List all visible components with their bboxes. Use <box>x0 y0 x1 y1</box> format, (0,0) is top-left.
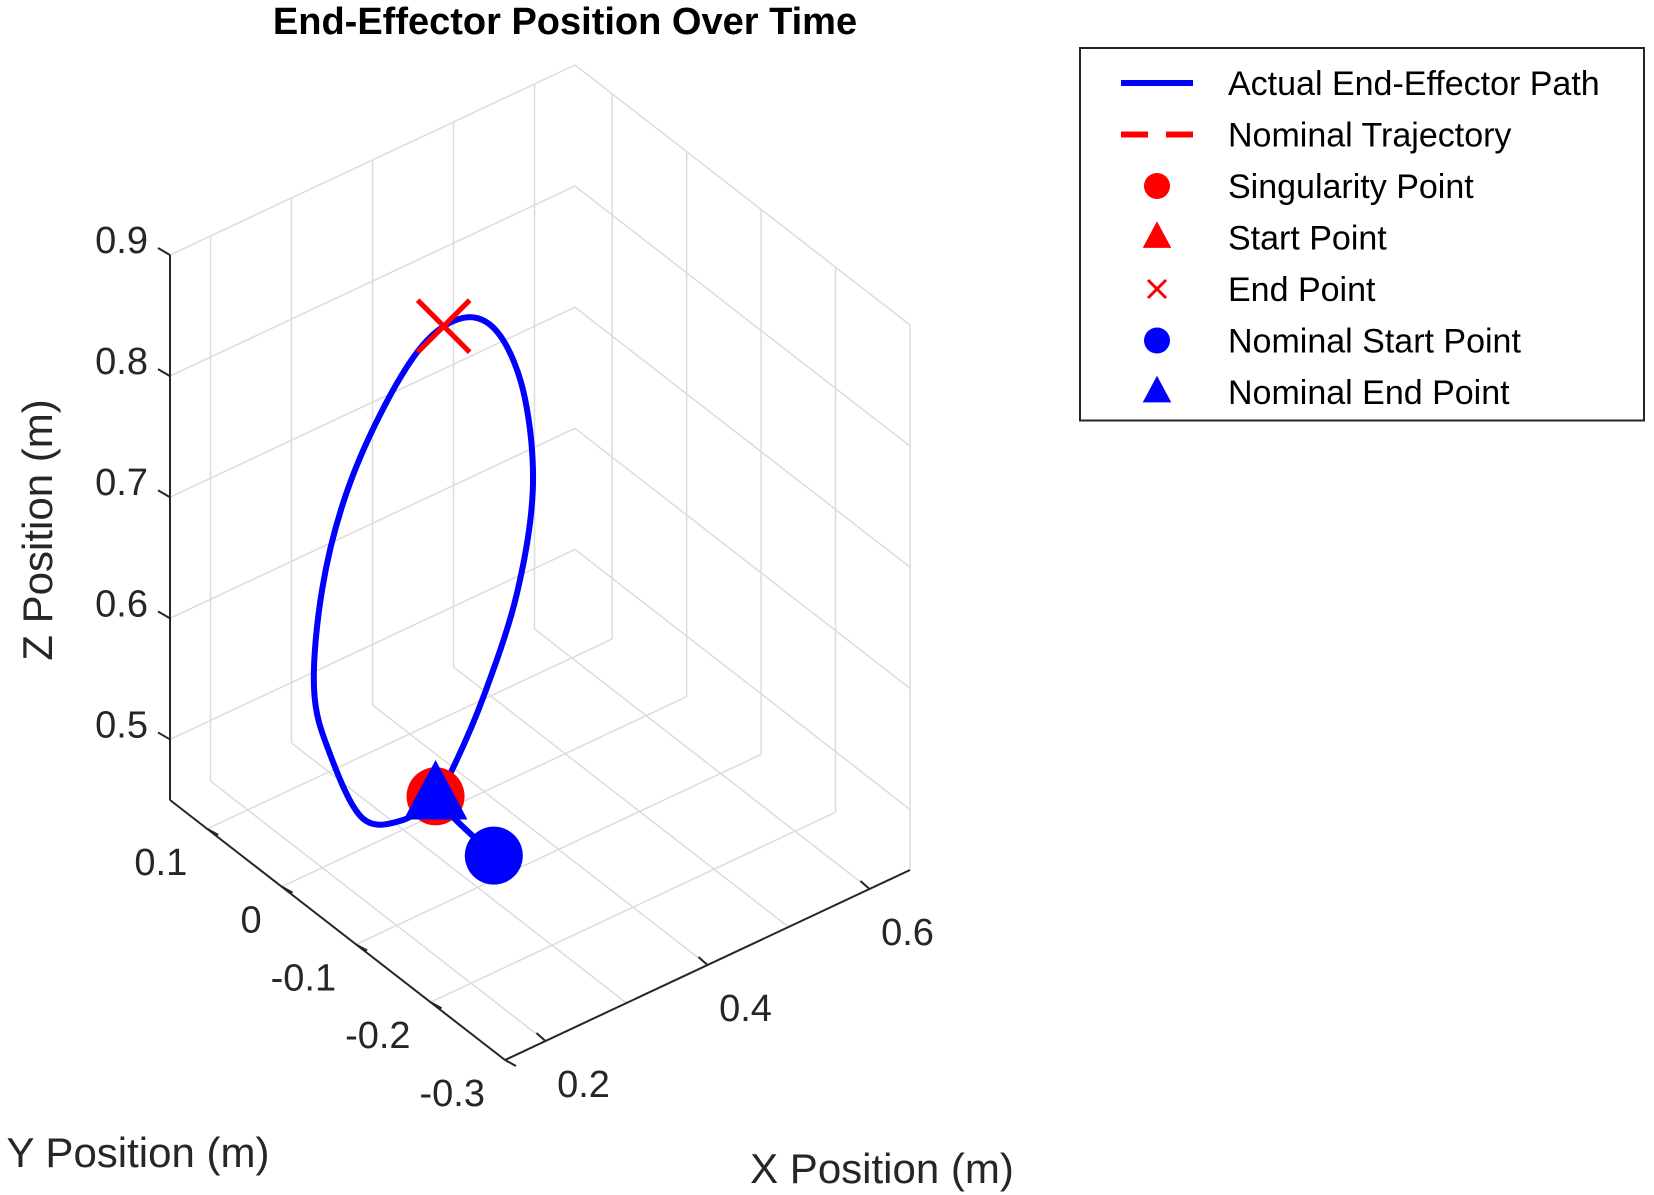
z-tick-label: 0.5 <box>95 704 148 746</box>
legend-label: Actual End-Effector Path <box>1228 65 1600 103</box>
x-tick <box>859 880 871 890</box>
z-tick <box>157 731 171 741</box>
legend-box <box>1079 47 1645 422</box>
y-axis-line <box>169 799 506 1061</box>
legend-swatch <box>1142 221 1172 248</box>
grid-line <box>574 306 911 568</box>
grid-line <box>210 780 546 1042</box>
z-tick-label: 0.8 <box>95 341 148 383</box>
grid-line <box>355 753 762 946</box>
y-tick <box>430 1001 443 1010</box>
grid-line <box>574 64 911 326</box>
end-point-marker <box>415 298 472 355</box>
chart-title: End-Effector Position Over Time <box>273 1 857 43</box>
legend-swatch <box>1144 327 1170 354</box>
legend-label: Nominal Trajectory <box>1228 117 1511 155</box>
legend-label: Start Point <box>1228 220 1387 258</box>
legend-swatch <box>1146 278 1168 300</box>
marker-layer <box>403 298 523 885</box>
legend-label: Nominal Start Point <box>1228 323 1521 361</box>
nominal-start-point-marker <box>464 826 523 885</box>
z-tick <box>157 489 171 499</box>
grid-line <box>372 704 708 966</box>
z-tick-label: 0.9 <box>95 220 148 262</box>
y-tick <box>281 885 294 894</box>
grid-line <box>169 427 576 620</box>
y-axis-label: Y Position (m) <box>7 1129 270 1176</box>
nominal-end-point-marker <box>403 760 468 820</box>
x-tick <box>697 956 709 966</box>
x-tick-labels: 0.2 0.4 0.6 <box>557 912 934 1106</box>
z-tick-labels: 0.5 0.6 0.7 0.8 0.9 <box>95 220 148 746</box>
grid-line <box>430 811 836 1003</box>
legend: Actual End-Effector Path Nominal Trajecto… <box>1079 47 1645 422</box>
grid-line <box>574 427 911 689</box>
y-tick <box>504 1059 517 1067</box>
y-tick-labels: 0.1 0-0.1-0.2-0.3 <box>134 842 485 1115</box>
y-tick <box>206 828 219 836</box>
x-tick-label: 0.6 <box>881 912 934 954</box>
z-axis-label: Z Position (m) <box>14 399 61 660</box>
y-tick-label: -0.3 <box>420 1073 485 1115</box>
y-tick-label: 0 <box>241 900 262 942</box>
grid-line <box>534 628 870 890</box>
axes-box <box>169 255 911 1061</box>
y-tick-label: -0.1 <box>271 957 336 999</box>
legend-swatch-stroke <box>1146 278 1168 300</box>
grid-line <box>169 548 576 741</box>
x-tick <box>535 1032 547 1042</box>
x-axis-label: X Position (m) <box>750 1145 1014 1192</box>
legend-label: Nominal End Point <box>1228 374 1510 412</box>
end-point-marker-stroke <box>415 298 472 355</box>
y-tick <box>355 943 368 952</box>
x-tick-label: 0.2 <box>557 1064 610 1106</box>
legend-label: End Point <box>1228 271 1376 309</box>
legend-label: Singularity Point <box>1228 168 1474 206</box>
grid-line <box>281 695 687 888</box>
legend-swatch <box>1144 173 1170 199</box>
grid-lines <box>169 64 911 1061</box>
z-tick-label: 0.7 <box>95 462 148 504</box>
y-tick-label: -0.2 <box>345 1015 410 1057</box>
grid-line <box>206 638 613 830</box>
tick-marks <box>157 247 871 1067</box>
z-tick-label: 0.6 <box>95 583 148 625</box>
grid-line <box>453 666 789 928</box>
grid-line <box>291 742 627 1004</box>
grid-line <box>574 548 911 811</box>
z-tick <box>157 247 171 256</box>
x-tick-label: 0.4 <box>719 988 772 1030</box>
grid-line <box>169 185 576 377</box>
legend-swatch <box>1142 375 1172 403</box>
grid-line <box>169 306 576 498</box>
z-tick <box>157 610 171 620</box>
grid-line <box>169 64 576 256</box>
y-tick-label: 0.1 <box>134 842 187 884</box>
actual-path-line <box>310 314 537 859</box>
path-layer <box>310 314 537 859</box>
z-tick <box>157 368 171 377</box>
grid-line <box>574 185 911 447</box>
